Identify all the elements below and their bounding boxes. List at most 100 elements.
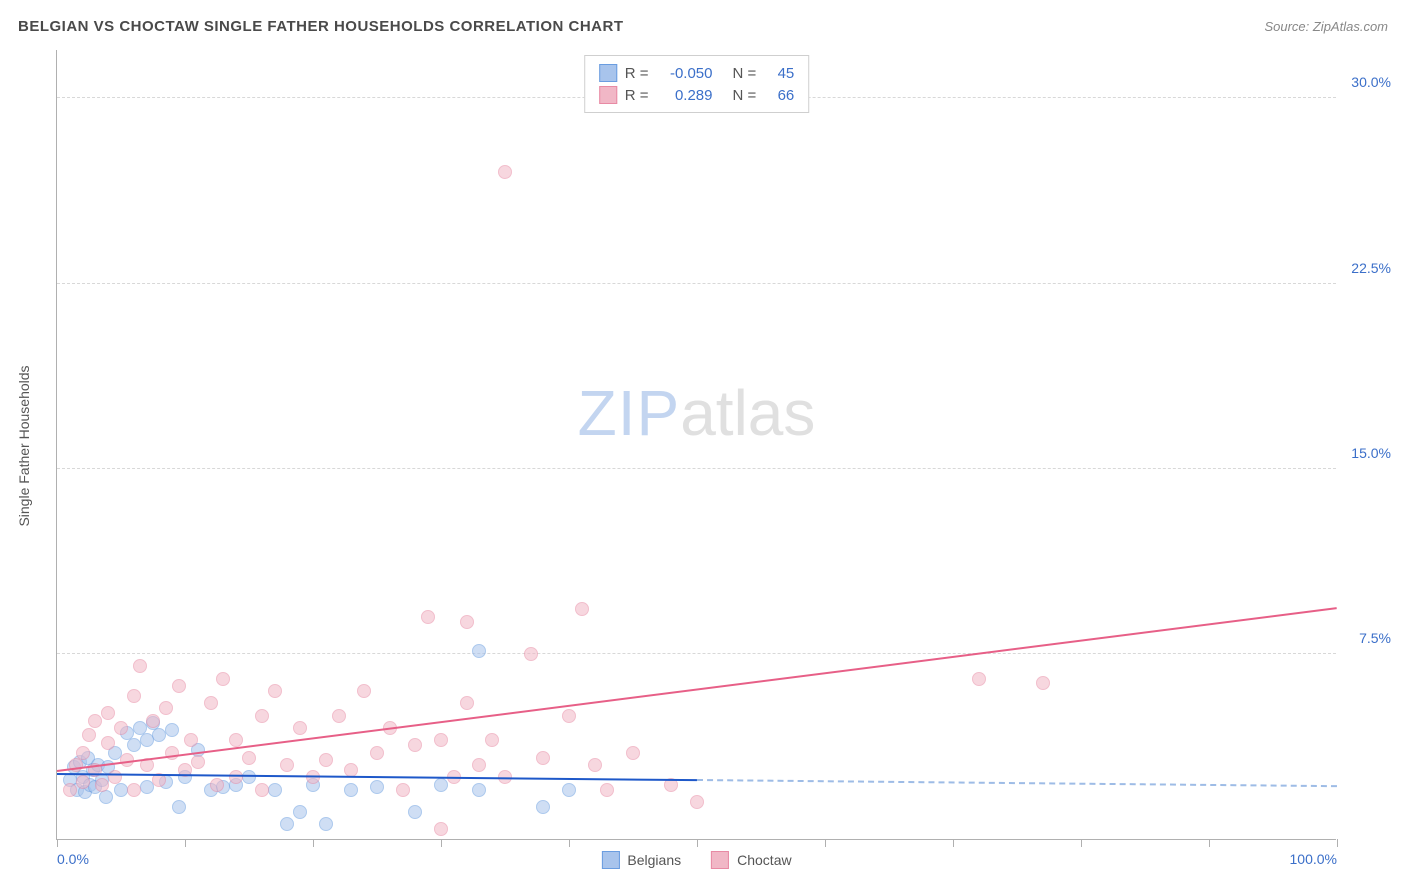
x-tick	[57, 839, 58, 847]
data-point	[255, 709, 269, 723]
data-point	[485, 733, 499, 747]
trend-line	[57, 607, 1337, 772]
r-label: R =	[625, 87, 649, 104]
data-point	[536, 800, 550, 814]
data-point	[108, 770, 122, 784]
data-point	[972, 672, 986, 686]
trend-line	[697, 779, 1337, 787]
y-tick-label: 22.5%	[1351, 260, 1391, 276]
data-point	[370, 780, 384, 794]
data-point	[159, 701, 173, 715]
data-point	[114, 721, 128, 735]
x-tick-label: 0.0%	[57, 851, 89, 867]
data-point	[140, 780, 154, 794]
x-tick	[1081, 839, 1082, 847]
correlation-legend: R =-0.050N =45R =0.289N =66	[584, 55, 810, 113]
data-point	[133, 659, 147, 673]
y-tick-label: 15.0%	[1351, 445, 1391, 461]
data-point	[524, 647, 538, 661]
legend-swatch	[599, 86, 617, 104]
data-point	[332, 709, 346, 723]
legend-swatch	[711, 851, 729, 869]
legend-swatch	[599, 64, 617, 82]
x-tick	[313, 839, 314, 847]
data-point	[146, 714, 160, 728]
gridline	[57, 653, 1336, 654]
n-value: 45	[764, 65, 794, 82]
data-point	[63, 783, 77, 797]
data-point	[280, 758, 294, 772]
data-point	[191, 755, 205, 769]
data-point	[127, 783, 141, 797]
data-point	[229, 733, 243, 747]
data-point	[280, 817, 294, 831]
x-tick	[825, 839, 826, 847]
data-point	[172, 800, 186, 814]
watermark-atlas: atlas	[680, 377, 815, 449]
data-point	[460, 615, 474, 629]
data-point	[421, 610, 435, 624]
legend-item: Choctaw	[711, 851, 791, 869]
data-point	[165, 723, 179, 737]
data-point	[210, 778, 224, 792]
data-point	[434, 778, 448, 792]
data-point	[99, 790, 113, 804]
data-point	[626, 746, 640, 760]
legend-row: R =0.289N =66	[599, 84, 795, 106]
data-point	[229, 770, 243, 784]
x-tick	[441, 839, 442, 847]
data-point	[242, 770, 256, 784]
header: BELGIAN VS CHOCTAW SINGLE FATHER HOUSEHO…	[18, 18, 1388, 35]
data-point	[344, 783, 358, 797]
data-point	[319, 817, 333, 831]
legend-row: R =-0.050N =45	[599, 62, 795, 84]
x-tick	[697, 839, 698, 847]
gridline	[57, 468, 1336, 469]
data-point	[434, 733, 448, 747]
data-point	[82, 728, 96, 742]
data-point	[536, 751, 550, 765]
data-point	[408, 805, 422, 819]
y-tick-label: 30.0%	[1351, 74, 1391, 90]
data-point	[472, 783, 486, 797]
gridline	[57, 283, 1336, 284]
data-point	[562, 709, 576, 723]
chart-title: BELGIAN VS CHOCTAW SINGLE FATHER HOUSEHO…	[18, 18, 624, 35]
data-point	[575, 602, 589, 616]
data-point	[396, 783, 410, 797]
data-point	[184, 733, 198, 747]
y-axis-title: Single Father Households	[16, 365, 32, 526]
legend-item: Belgians	[601, 851, 681, 869]
r-value: 0.289	[657, 87, 713, 104]
x-tick-label: 100.0%	[1290, 851, 1337, 867]
data-point	[498, 165, 512, 179]
watermark-zip: ZIP	[578, 377, 681, 449]
data-point	[268, 783, 282, 797]
watermark: ZIPatlas	[578, 376, 816, 450]
y-tick-label: 7.5%	[1359, 630, 1391, 646]
data-point	[460, 696, 474, 710]
scatter-chart: ZIPatlas 7.5%15.0%22.5%30.0%0.0%100.0%R …	[56, 50, 1336, 840]
data-point	[588, 758, 602, 772]
data-point	[408, 738, 422, 752]
data-point	[268, 684, 282, 698]
data-point	[344, 763, 358, 777]
legend-label: Choctaw	[737, 852, 791, 868]
data-point	[293, 805, 307, 819]
data-point	[690, 795, 704, 809]
data-point	[600, 783, 614, 797]
source-label: Source: ZipAtlas.com	[1264, 19, 1388, 34]
data-point	[434, 822, 448, 836]
data-point	[101, 706, 115, 720]
data-point	[76, 775, 90, 789]
x-tick	[185, 839, 186, 847]
r-value: -0.050	[657, 65, 713, 82]
x-tick	[569, 839, 570, 847]
data-point	[255, 783, 269, 797]
data-point	[172, 679, 186, 693]
data-point	[472, 758, 486, 772]
x-tick	[1337, 839, 1338, 847]
data-point	[1036, 676, 1050, 690]
data-point	[127, 689, 141, 703]
data-point	[319, 753, 333, 767]
